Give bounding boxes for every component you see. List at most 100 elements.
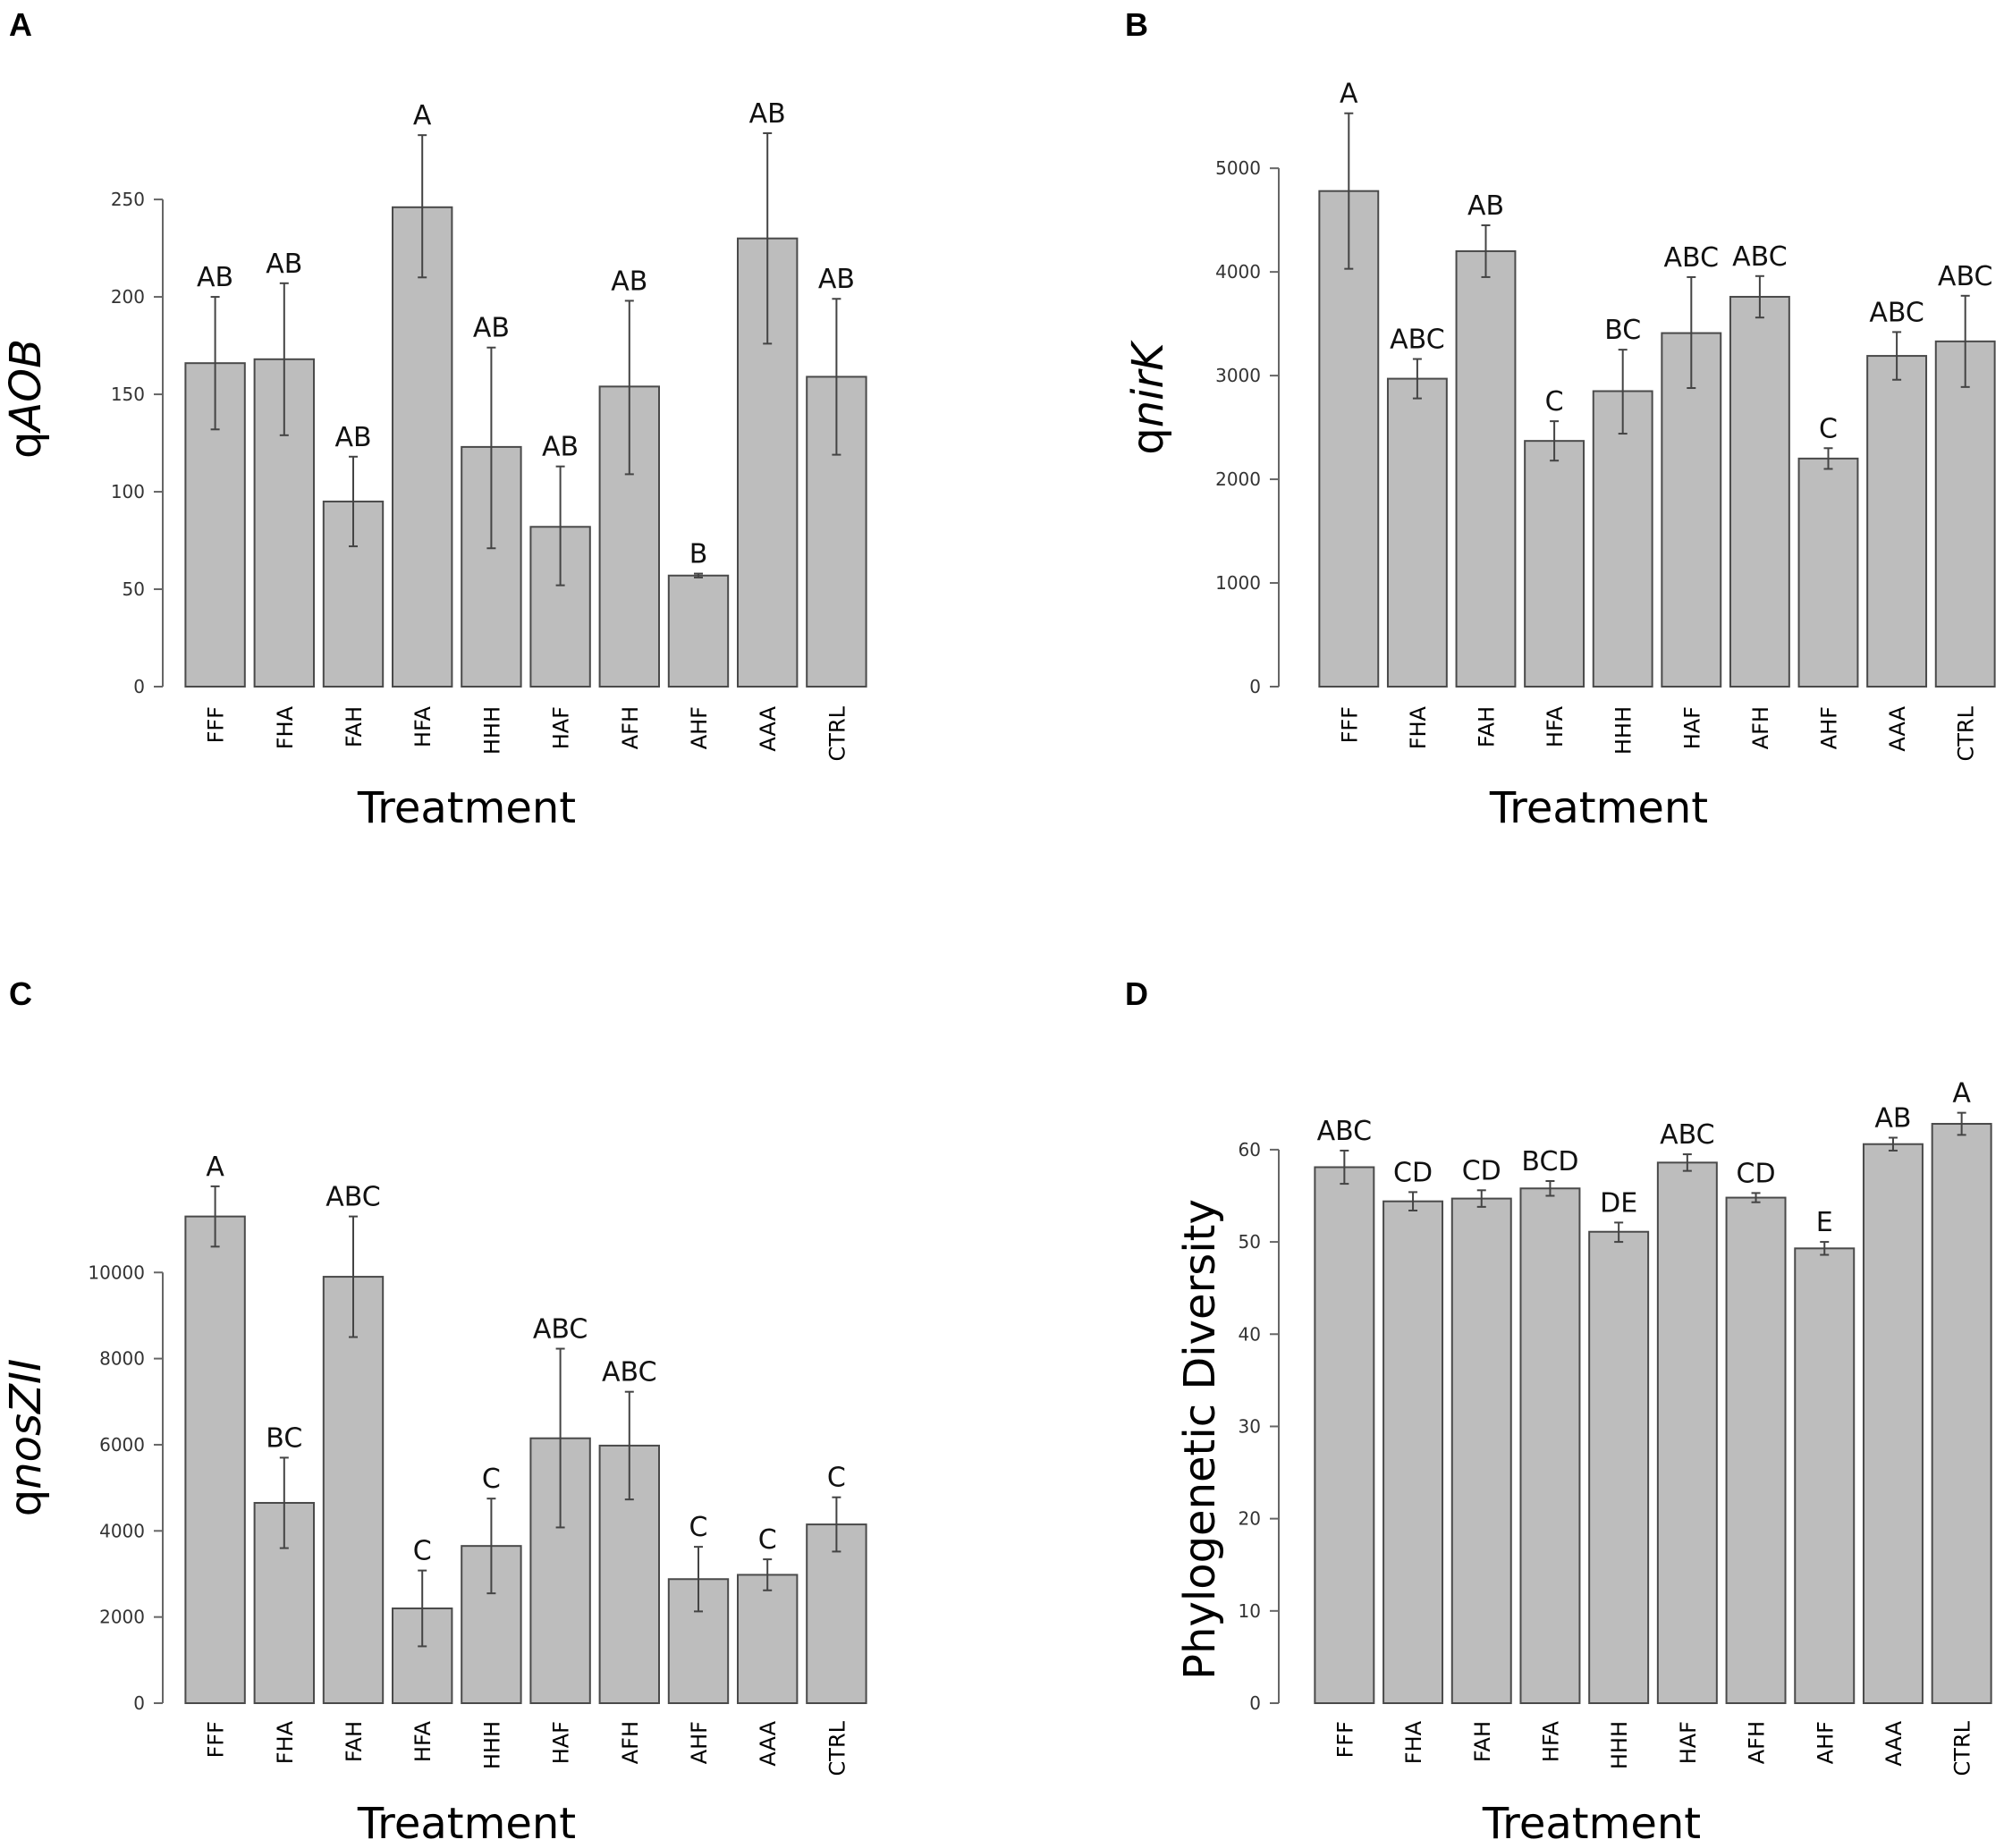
y-tick-label: 8000 [99,1348,145,1370]
significance-label: BCD [1521,1146,1578,1177]
x-tick-label: HFA [410,705,435,747]
bar [1729,295,1790,688]
y-tick-label: 250 [111,189,145,210]
x-tick-label: CTRL [1954,705,1979,761]
significance-label: C [413,1536,432,1567]
bar [184,1215,246,1704]
x-tick-label: FHA [273,705,298,749]
x-tick-label: FAH [1470,1721,1495,1762]
bar [1725,1196,1787,1704]
panel-b: B 0 1000 2000 3000 4000 5000 qnirK Treatment A FFF… [1123,6,1996,833]
y-tick-label: 100 [111,481,145,502]
bar [1524,440,1585,688]
significance-label: C [827,1463,846,1494]
x-tick-label: CTRL [824,1720,850,1776]
panel-letter: D [1125,975,1148,1012]
y-tick-label: 20 [1239,1508,1261,1530]
y-axis-label: qAOB [1,339,51,459]
significance-label: AB [749,98,786,130]
significance-label: ABC [1938,261,1993,292]
x-tick-label: FFF [204,706,229,743]
significance-label: A [1952,1078,1971,1110]
y-tick-label: 60 [1239,1139,1261,1160]
bar [1455,249,1517,688]
x-axis-label: Treatment [357,783,576,833]
significance-label: ABC [1317,1116,1373,1147]
x-tick-label: AHF [1817,706,1842,749]
bar [667,574,730,688]
y-tick-label: 2000 [99,1607,145,1628]
significance-label: ABC [1664,242,1720,274]
bar [1318,190,1380,688]
y-tick-label: 6000 [99,1434,145,1456]
y-axis-label-prefix: q [1,1489,51,1516]
y-axis-label-prefix: q [1123,427,1173,454]
significance-label: ABC [1660,1119,1715,1151]
significance-label: C [1545,386,1564,418]
significance-label: C [758,1524,777,1556]
significance-label: C [482,1464,501,1495]
x-tick-label: FAH [342,706,367,747]
y-tick-label: 0 [1249,676,1261,697]
x-tick-label: HFA [1538,1720,1563,1762]
y-tick-label: 50 [123,578,145,600]
bar [1866,355,1928,688]
significance-label: AB [611,266,647,297]
x-tick-label: AFH [618,706,643,749]
bar [322,1276,385,1704]
y-axis-label: Phylogenetic Diversity [1175,1199,1225,1680]
x-tick-label: AHF [687,1721,712,1764]
bar [1450,1197,1512,1704]
y-axis-label: qnirK [1123,340,1173,455]
significance-label: CD [1737,1158,1776,1189]
significance-label: CD [1462,1155,1501,1186]
bar [1383,1200,1444,1704]
significance-label: ABC [1869,297,1924,328]
y-tick-label: 10 [1239,1600,1261,1622]
bar [1797,457,1859,688]
significance-label: BC [1604,315,1641,346]
significance-label: AB [334,422,371,453]
y-tick-label: 40 [1239,1323,1261,1345]
bar [1661,332,1722,688]
y-tick-label: 0 [1249,1692,1261,1714]
x-axis-label: Treatment [1489,783,1708,833]
significance-label: ABC [533,1314,588,1346]
x-tick-label: HAF [549,1721,574,1764]
panel-a: A050100150200250qAOBTreatmentABFFFABFHAA… [1,6,867,833]
significance-label: C [689,1512,708,1543]
bar [1592,390,1653,688]
y-tick-label: 4000 [99,1520,145,1541]
significance-label: C [1819,413,1838,444]
bar [1588,1230,1650,1705]
y-tick-label: 200 [111,286,145,308]
y-tick-label: 1000 [1215,572,1261,594]
y-tick-label: 150 [111,384,145,405]
significance-label: AB [1874,1102,1911,1134]
bar [1314,1166,1375,1705]
y-tick-label: 2000 [1215,468,1261,490]
panel-letter: C [9,975,32,1012]
x-tick-label: AAA [756,705,781,751]
x-tick-label: FHA [1401,1720,1426,1764]
significance-label: A [1340,79,1358,110]
x-tick-label: HAF [1679,706,1704,749]
x-axis-label: Treatment [1482,1799,1701,1848]
y-tick-label: 4000 [1215,261,1261,283]
x-tick-label: HAF [1676,1721,1701,1764]
x-tick-label: AFH [1748,706,1773,749]
bar [806,1523,867,1705]
significance-label: AB [1467,190,1504,222]
x-tick-label: FFF [204,1721,229,1758]
significance-label: BC [266,1422,302,1454]
significance-label: B [689,539,708,570]
y-axis-label-gene: nosZII [1,1359,51,1489]
bar [1386,377,1448,688]
x-tick-label: FFF [1337,706,1362,743]
x-tick-label: HFA [410,1720,435,1762]
y-tick-label: 3000 [1215,365,1261,386]
bar [1519,1187,1581,1704]
bar [1934,340,1996,688]
x-tick-label: AAA [756,1720,781,1766]
x-tick-label: FHA [273,1720,298,1764]
